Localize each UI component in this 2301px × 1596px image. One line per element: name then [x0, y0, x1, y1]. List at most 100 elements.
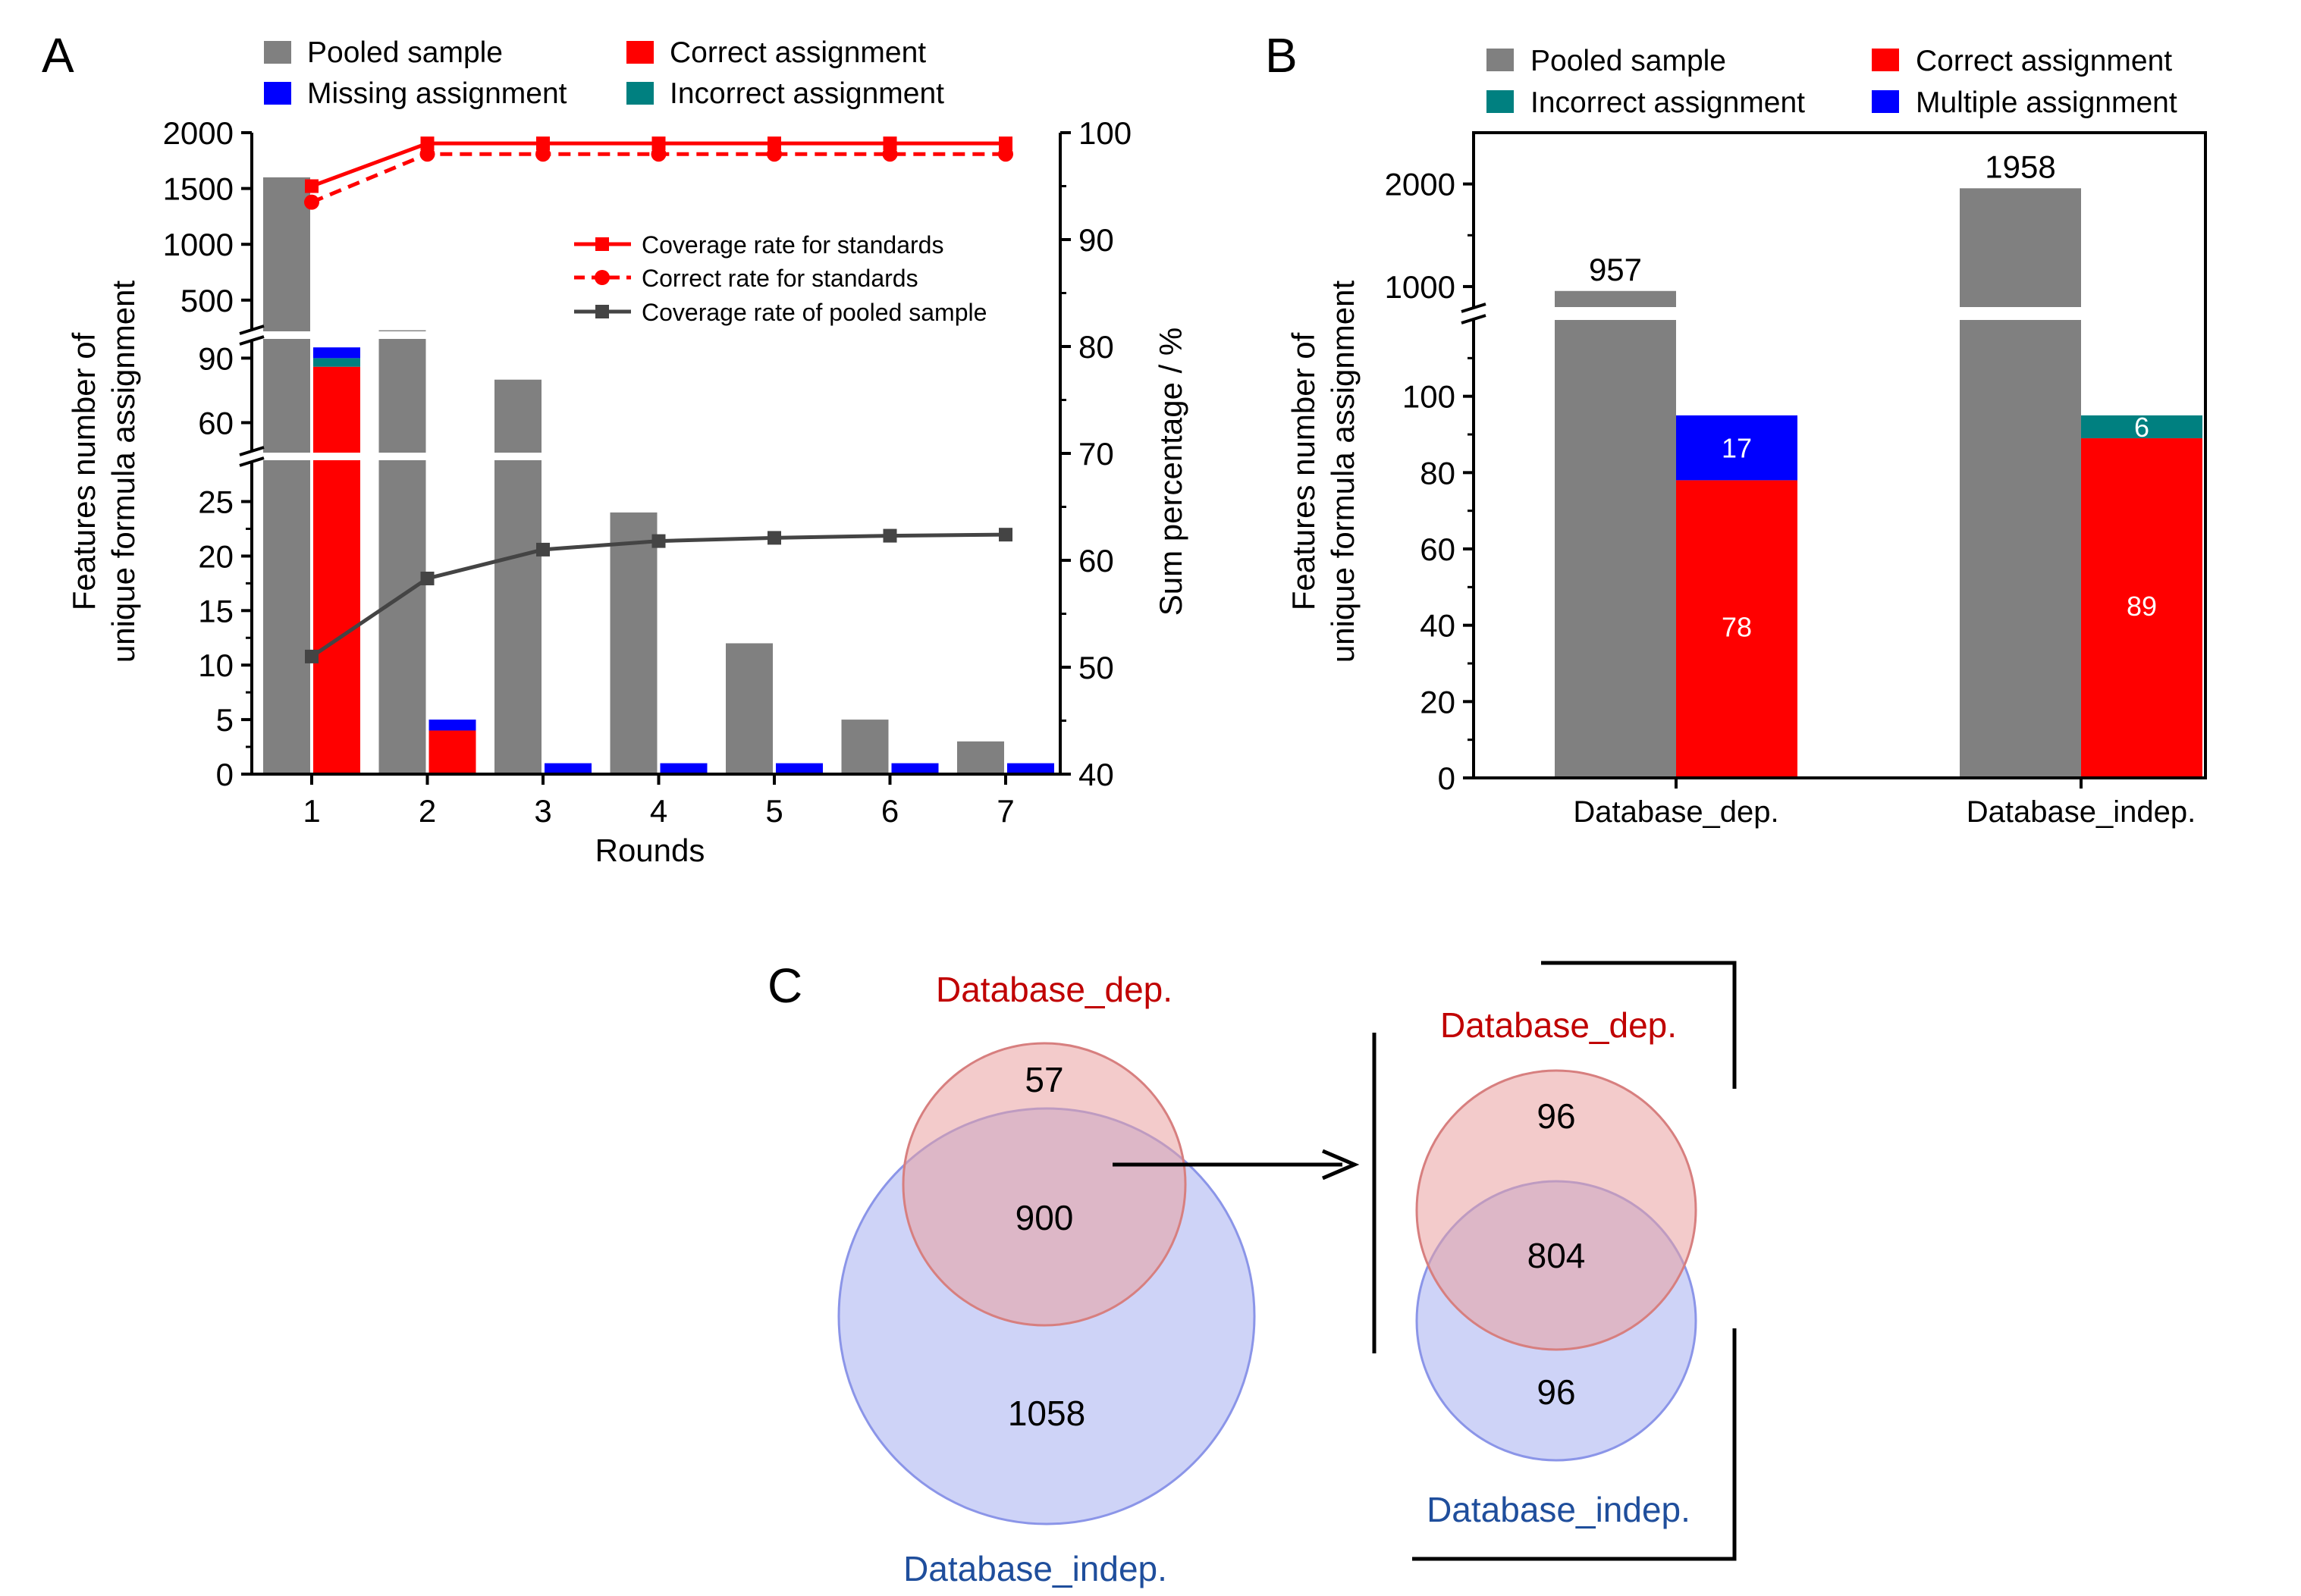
- y-tick-label-40: 40: [1420, 608, 1455, 644]
- point-correct-rate-for-standards-round-7: [998, 146, 1013, 162]
- legend-swatch-correct-assignment: [1872, 49, 1899, 71]
- bar-incorrect-round-1: [313, 358, 360, 367]
- x-tick-label-round-4: 4: [650, 793, 667, 829]
- panel-b-y-axis-title-line2: unique formula assignment: [1325, 281, 1361, 663]
- panel-a: A Pooled sample Correct assignment Missi…: [42, 28, 1188, 868]
- axis-break-slash-bottom-b: [1461, 314, 1486, 325]
- venn-2-indep-label: Database_indep.: [1427, 1490, 1690, 1529]
- venn-2-bracket: [1372, 961, 1737, 1561]
- line-legend-coverage-pooled-marker: [595, 305, 609, 318]
- point-coverage-rate-for-standards-round-4: [651, 136, 666, 151]
- panel-a-y-axis-title-line1: Features number of: [66, 332, 102, 610]
- bar-pooled-round-7: [957, 741, 1004, 774]
- y2-tick-label-60: 60: [1078, 543, 1114, 579]
- y2-tick-label-40: 40: [1078, 757, 1114, 792]
- venn-1-dep-circle: [902, 1042, 1187, 1327]
- bar-pooled-round-3: [494, 379, 542, 774]
- y-tick-label-60: 60: [198, 405, 234, 441]
- point-correct-rate-for-standards-round-3: [535, 146, 551, 162]
- x-tick-label-database-indep: Database_indep.: [1967, 795, 2196, 829]
- legend-label-incorrect-assignment: Incorrect assignment: [670, 77, 944, 110]
- panel-a-axes: 0510152025609050010001500200040506070809…: [163, 115, 1132, 829]
- x-tick-label-round-6: 6: [881, 793, 899, 829]
- axis-break-gap-1: [253, 453, 1059, 460]
- y-tick-label-2000: 2000: [1385, 167, 1455, 202]
- bar-pooled-round-6: [841, 720, 889, 774]
- legend-label-pooled-sample: Pooled sample: [1530, 45, 1726, 77]
- bar-missing-round-4: [660, 763, 708, 774]
- y2-tick-label-90: 90: [1078, 222, 1114, 258]
- venn-2-overlap-count: 804: [1527, 1236, 1586, 1275]
- y2-tick-label-50: 50: [1078, 650, 1114, 685]
- venn-2-only-indep-count: 96: [1537, 1372, 1575, 1412]
- point-coverage-rate-of-pooled-sample-round-6: [883, 528, 897, 543]
- line-legend-correct-standards-marker: [595, 270, 610, 285]
- panel-b-axes: 0 20 40 60 80 100 1000 2000 Database_dep. Databas…: [1385, 131, 2207, 829]
- legend-label-missing-assignment: Missing assignment: [307, 77, 567, 110]
- venn-2-dep-label: Database_dep.: [1440, 1005, 1677, 1045]
- bar-multiple-database-dep: [1676, 415, 1797, 481]
- bar-correct-round-1: [313, 366, 360, 774]
- bar-label-correct-database-indep: 89: [2127, 591, 2157, 622]
- panel-b-frame: [1472, 131, 2207, 779]
- bar-label-incorrect-database-indep: 6: [2134, 412, 2149, 443]
- panel-a-bars: [253, 177, 1059, 774]
- venn-diagram-1: Database_dep. 57 900 1058 Database_indep…: [837, 970, 1256, 1588]
- panel-b-legend: Pooled sample Correct assignment Incorre…: [1486, 45, 2177, 119]
- venn-1-overlap-count: 900: [1016, 1198, 1074, 1237]
- y-tick-label-20: 20: [1420, 684, 1455, 720]
- bar-incorrect-database-indep: [2081, 415, 2202, 439]
- legend-swatch-incorrect-assignment: [1486, 90, 1514, 113]
- panel-a-lines: [304, 136, 1013, 663]
- bar-missing-round-6: [891, 763, 939, 774]
- legend-swatch-multiple-assignment: [1872, 90, 1899, 113]
- axis-break-slash-bottom-1: [239, 456, 265, 467]
- y-tick-label-25: 25: [198, 484, 234, 520]
- venn-1-indep-label: Database_indep.: [903, 1549, 1167, 1588]
- line-legend-coverage-pooled: Coverage rate of pooled sample: [642, 299, 987, 326]
- venn-2-only-dep-count: 96: [1537, 1096, 1575, 1136]
- bar-missing-round-1: [313, 347, 360, 359]
- bar-correct-database-indep: [2081, 438, 2202, 778]
- panel-b-bars: 957 78 17 1958 89 6: [1475, 149, 2204, 779]
- bar-missing-round-3: [545, 763, 592, 774]
- venn-diagram-2: Database_dep. 96 804 96 Database_indep.: [1415, 1005, 1697, 1529]
- point-coverage-rate-for-standards-round-1: [305, 179, 319, 193]
- bar-pooled-round-2: [378, 330, 426, 774]
- legend-label-correct-assignment: Correct assignment: [670, 36, 926, 69]
- y-tick-label-15: 15: [198, 593, 234, 629]
- y-tick-label-1000: 1000: [163, 227, 234, 262]
- panel-a-letter: A: [42, 28, 74, 83]
- bar-correct-round-2: [428, 730, 476, 774]
- bar-correct-database-dep: [1676, 480, 1797, 778]
- bar-label-pooled-database-dep: 957: [1589, 252, 1642, 287]
- legend-swatch-pooled-sample: [1486, 49, 1514, 71]
- y2-tick-label-80: 80: [1078, 329, 1114, 365]
- axis-break-gap-2: [253, 331, 1059, 339]
- axis-break-gap-b: [1475, 307, 2204, 320]
- bar-label-multiple-database-dep: 17: [1722, 433, 1752, 464]
- axis-break-slash-top-1: [239, 446, 265, 456]
- point-coverage-rate-for-standards-round-3: [536, 136, 550, 151]
- bar-pooled-database-indep: [1960, 188, 2081, 778]
- legend-swatch-missing-assignment: [264, 82, 291, 105]
- panel-c: C Database_dep. 57 900 1058 Database_ind…: [768, 958, 1737, 1588]
- y-tick-label-0: 0: [216, 757, 234, 792]
- bracket-bottom-right: [1412, 1328, 1737, 1561]
- axis-break-slash-bottom-2: [239, 335, 265, 346]
- venn-1-dep-label: Database_dep.: [936, 970, 1172, 1009]
- bar-label-correct-database-dep: 78: [1722, 612, 1752, 643]
- legend-label-correct-assignment: Correct assignment: [1916, 45, 2172, 77]
- y-tick-label-90: 90: [198, 340, 234, 376]
- y-tick-label-1500: 1500: [163, 171, 234, 207]
- point-coverage-rate-of-pooled-sample-round-7: [999, 528, 1012, 542]
- line-legend-coverage-standards-marker: [595, 237, 609, 251]
- y2-tick-label-100: 100: [1078, 115, 1132, 151]
- point-correct-rate-for-standards-round-4: [651, 146, 667, 162]
- point-coverage-rate-of-pooled-sample-round-3: [536, 542, 550, 557]
- y-tick-label-60: 60: [1420, 531, 1455, 567]
- panel-a-y2-axis-title: Sum percentage / %: [1153, 328, 1188, 616]
- panel-a-x-axis-title: Rounds: [595, 832, 705, 868]
- panel-b-letter: B: [1265, 28, 1298, 83]
- panel-a-y-axis-title-line2: unique formula assignment: [105, 281, 141, 663]
